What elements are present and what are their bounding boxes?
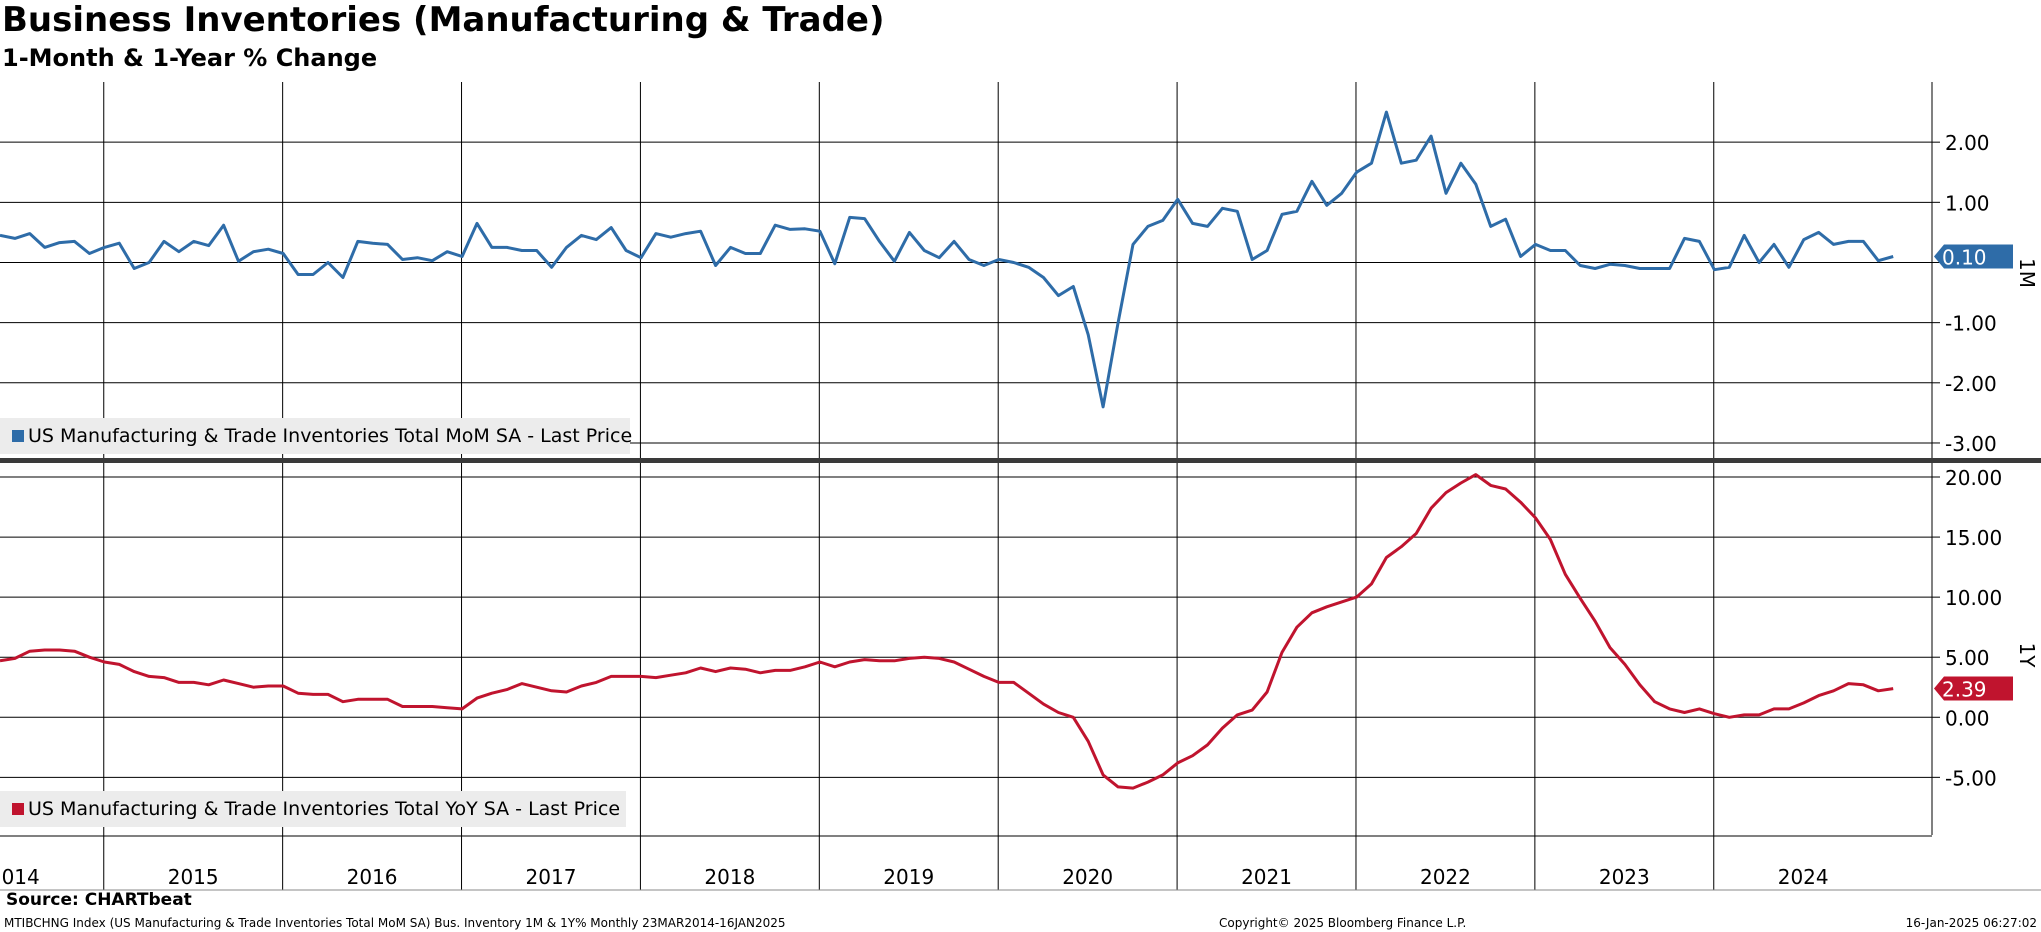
mom-series-line (0, 110, 1894, 409)
x-tick-label: 2022 (1420, 865, 1471, 889)
x-tick-label: 2020 (1062, 865, 1113, 889)
page-title: Business Inventories (Manufacturing & Tr… (2, 0, 885, 40)
x-tick-label: 2014 (0, 865, 40, 889)
yoy-legend-label: US Manufacturing & Trade Inventories Tot… (28, 798, 620, 820)
mom-y-tick-label: 2.00 (1945, 131, 1990, 155)
footer-copyright: Copyright© 2025 Bloomberg Finance L.P. (1219, 916, 1467, 930)
yoy-y-tick-label: 15.00 (1945, 526, 2002, 550)
grid-lines (0, 82, 1932, 890)
yoy-y-tick-label: 0.00 (1945, 706, 1990, 730)
series-lines (0, 110, 1894, 790)
x-tick-label: 2019 (883, 865, 934, 889)
mom-legend-label: US Manufacturing & Trade Inventories Tot… (28, 425, 632, 447)
x-tick-label: 2015 (168, 865, 219, 889)
yoy-side-label: 1Y (2015, 643, 2039, 669)
mom-last-value-label: 0.10 (1942, 245, 1987, 269)
yoy-y-tick-label: 10.00 (1945, 586, 2002, 610)
mom-y-tick-label: -2.00 (1945, 372, 1997, 396)
yoy-y-tick-label: -5.00 (1945, 766, 1997, 790)
x-tick-label: 2018 (704, 865, 755, 889)
mom-legend-box (0, 418, 630, 454)
yoy-series-line (0, 473, 1894, 790)
panel-divider (0, 458, 2041, 463)
mom-side-label: 1M (2015, 258, 2039, 288)
source-note: Source: CHARTbeat (6, 890, 192, 910)
footer-timestamp: 16-Jan-2025 06:27:02 (1905, 916, 2037, 930)
legends: US Manufacturing & Trade Inventories Tot… (0, 418, 632, 827)
yoy-legend-box (0, 791, 626, 827)
yoy-legend-swatch (12, 803, 24, 815)
x-tick-label: 2021 (1241, 865, 1292, 889)
mom-last-value-tag (1934, 244, 2013, 269)
yoy-y-tick-label: 5.00 (1945, 646, 1990, 670)
yoy-y-tick-label: 20.00 (1945, 466, 2002, 490)
yoy-last-value-label: 2.39 (1942, 678, 1987, 702)
axis-marks: 2014 2015 2016 2017 2018 2019 2020 2021 2022 2023… (0, 82, 2041, 891)
mom-y-tick-label: 1.00 (1945, 191, 1990, 215)
page-subtitle: 1-Month & 1-Year % Change (2, 44, 378, 72)
x-tick-label: 2023 (1599, 865, 1650, 889)
x-tick-label: 2024 (1778, 865, 1829, 889)
footer-description: MTIBCHNG Index (US Manufacturing & Trade… (4, 916, 786, 930)
mom-y-tick-label: -3.00 (1945, 432, 1997, 456)
yoy-last-value-tag (1934, 676, 2013, 701)
x-tick-label: 2016 (347, 865, 398, 889)
mom-legend-swatch (12, 430, 24, 442)
mom-y-tick-label: -1.00 (1945, 312, 1997, 336)
x-tick-label: 2017 (526, 865, 577, 889)
